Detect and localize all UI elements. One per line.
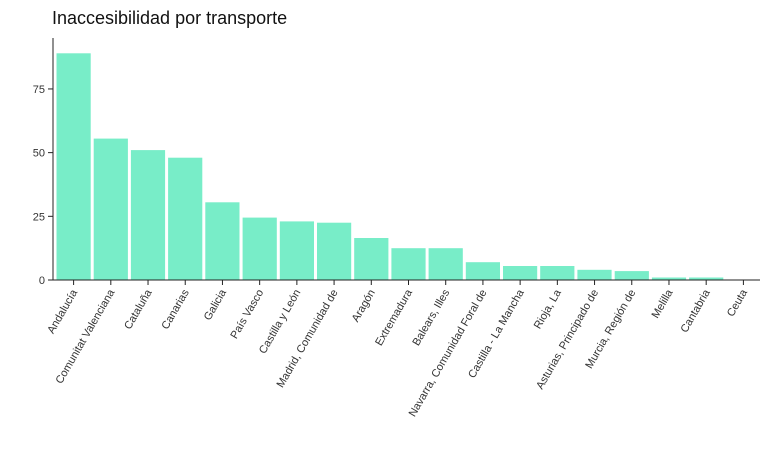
bar-13 [540, 266, 575, 280]
x-tick-label: Galicia [202, 287, 230, 323]
bar-4 [205, 202, 240, 280]
x-tick-label: Cataluña [122, 287, 155, 332]
y-tick-label: 50 [33, 148, 45, 160]
bar-14 [577, 269, 612, 280]
x-tick-label: Balears, Illes [410, 287, 452, 348]
x-tick-label: Rioja, La [532, 287, 565, 331]
bar-17 [689, 277, 724, 280]
x-tick-label: Ceuta [725, 287, 751, 319]
bar-2 [130, 150, 166, 280]
x-tick-label: Aragón [350, 288, 378, 325]
x-tick-label: Melilla [650, 287, 676, 321]
bar-1 [93, 138, 128, 280]
y-axis: 0 25 50 75 [33, 38, 54, 287]
bar-7 [317, 222, 352, 280]
x-tick-label: Cantabria [679, 287, 714, 335]
bar-0 [56, 53, 91, 280]
x-tick-label: Andalucía [45, 287, 80, 336]
y-tick-label: 75 [33, 84, 45, 96]
bar-11 [465, 262, 500, 280]
bar-6 [279, 221, 314, 280]
x-tick-label: Extremadura [373, 287, 415, 348]
x-tick-label: Canarias [159, 287, 192, 332]
bar-16 [651, 277, 687, 280]
x-tick-label: Navarra, Comunidad Foral de [407, 287, 490, 418]
x-tick-label: País Vasco [228, 288, 266, 341]
y-tick-label: 25 [33, 211, 45, 223]
bar-9 [391, 248, 426, 280]
bar-8 [354, 238, 389, 280]
bars-group [56, 53, 724, 280]
bar-12 [503, 266, 538, 280]
chart-title: Inaccesibilidad por transporte [52, 8, 288, 28]
bar-3 [168, 157, 203, 280]
bar-15 [614, 271, 649, 280]
bar-10 [428, 248, 463, 280]
bar-5 [242, 217, 277, 280]
y-tick-label: 0 [39, 275, 45, 287]
